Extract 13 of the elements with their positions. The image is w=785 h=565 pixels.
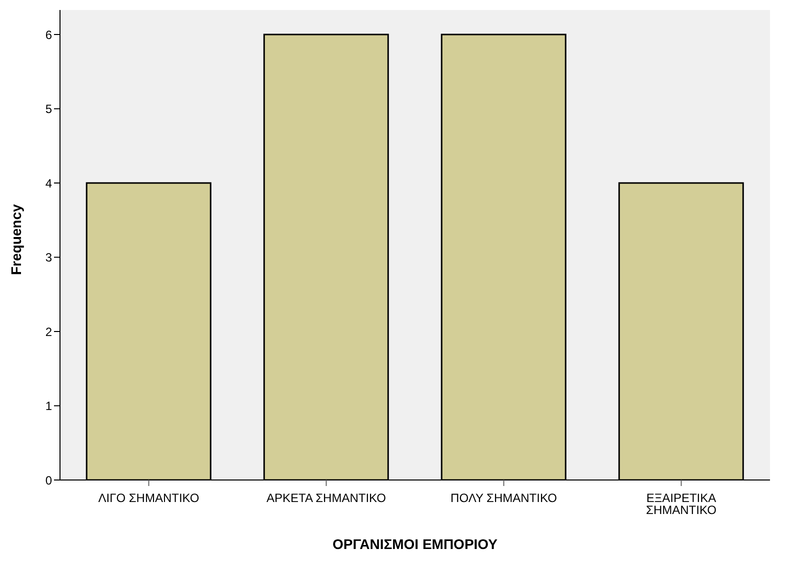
y-tick-label: 5 <box>45 102 52 116</box>
x-tick-label: ΠΟΛΥ ΣΗΜΑΝΤΙΚΟ <box>450 491 557 505</box>
x-tick-label: ΛΙΓΟ ΣΗΜΑΝΤΙΚΟ <box>98 491 200 505</box>
y-tick-label: 3 <box>45 250 52 265</box>
y-tick-label: 4 <box>45 176 52 190</box>
x-tick-label: ΕΞΑΙΡΕΤΙΚΑ ΣΗΜΑΝΤΙΚΟ <box>646 491 716 517</box>
y-axis-title: Frequency <box>8 204 24 275</box>
y-tick-label: 0 <box>45 473 52 488</box>
y-tick-label: 1 <box>45 399 52 414</box>
x-axis-title: ΟΡΓΑΝΙΣΜΟΙ ΕΜΠΟΡΙΟΥ <box>332 536 498 552</box>
y-tick-label: 6 <box>45 28 52 42</box>
y-tick-label: 2 <box>45 324 52 339</box>
x-tick-label: ΑΡΚΕΤΑ ΣΗΜΑΝΤΙΚΟ <box>266 491 386 505</box>
